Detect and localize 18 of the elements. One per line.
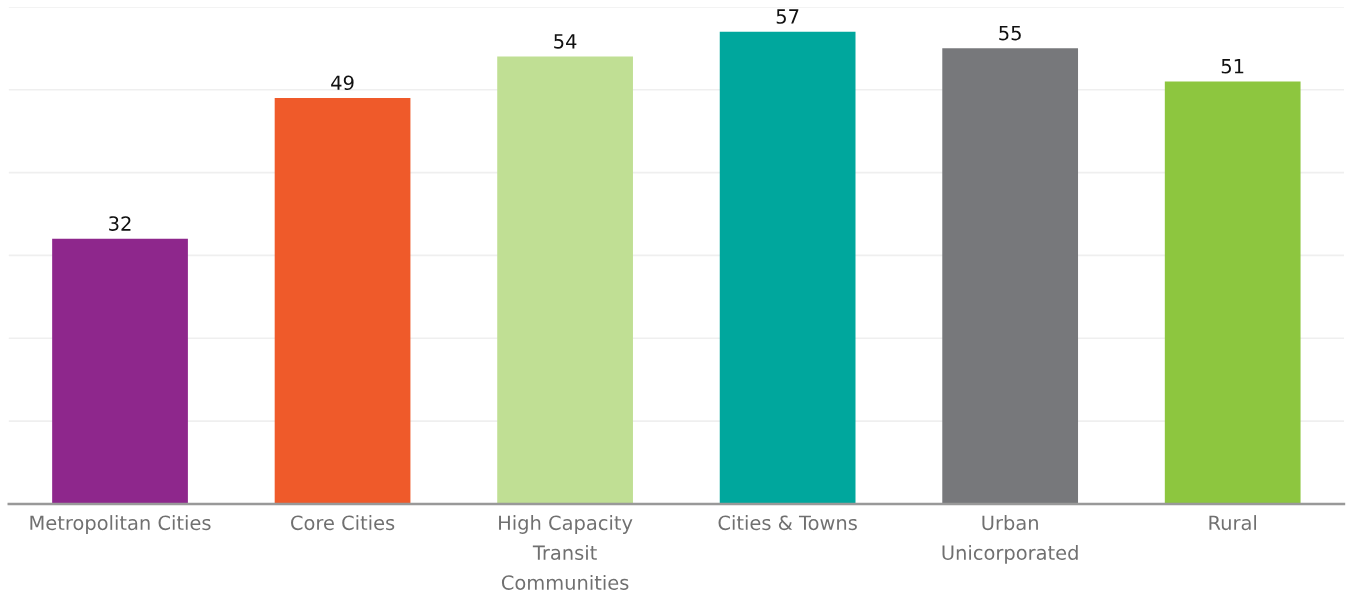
- x-tick-label: Metropolitan Cities: [30, 515, 211, 534]
- data-label: 51: [1221, 59, 1244, 74]
- bar: [52, 238, 188, 504]
- x-tick-label: High Capacity Transit Communities: [499, 515, 633, 590]
- x-tick-label: Cities & Towns: [718, 515, 857, 531]
- data-label: 57: [776, 9, 799, 24]
- x-tick-label: Rural: [1209, 515, 1256, 531]
- bar: [1164, 81, 1301, 504]
- x-tick-label: Urban Unicorporated: [942, 515, 1078, 564]
- bar: [942, 48, 1079, 504]
- data-label: 49: [331, 75, 354, 91]
- bar: [719, 31, 856, 504]
- bar: [274, 98, 411, 504]
- x-tick-label: Core Cities: [291, 515, 395, 531]
- data-label: 32: [109, 216, 131, 231]
- data-label: 54: [554, 34, 577, 49]
- data-label: 55: [999, 25, 1021, 41]
- bar: [497, 56, 633, 504]
